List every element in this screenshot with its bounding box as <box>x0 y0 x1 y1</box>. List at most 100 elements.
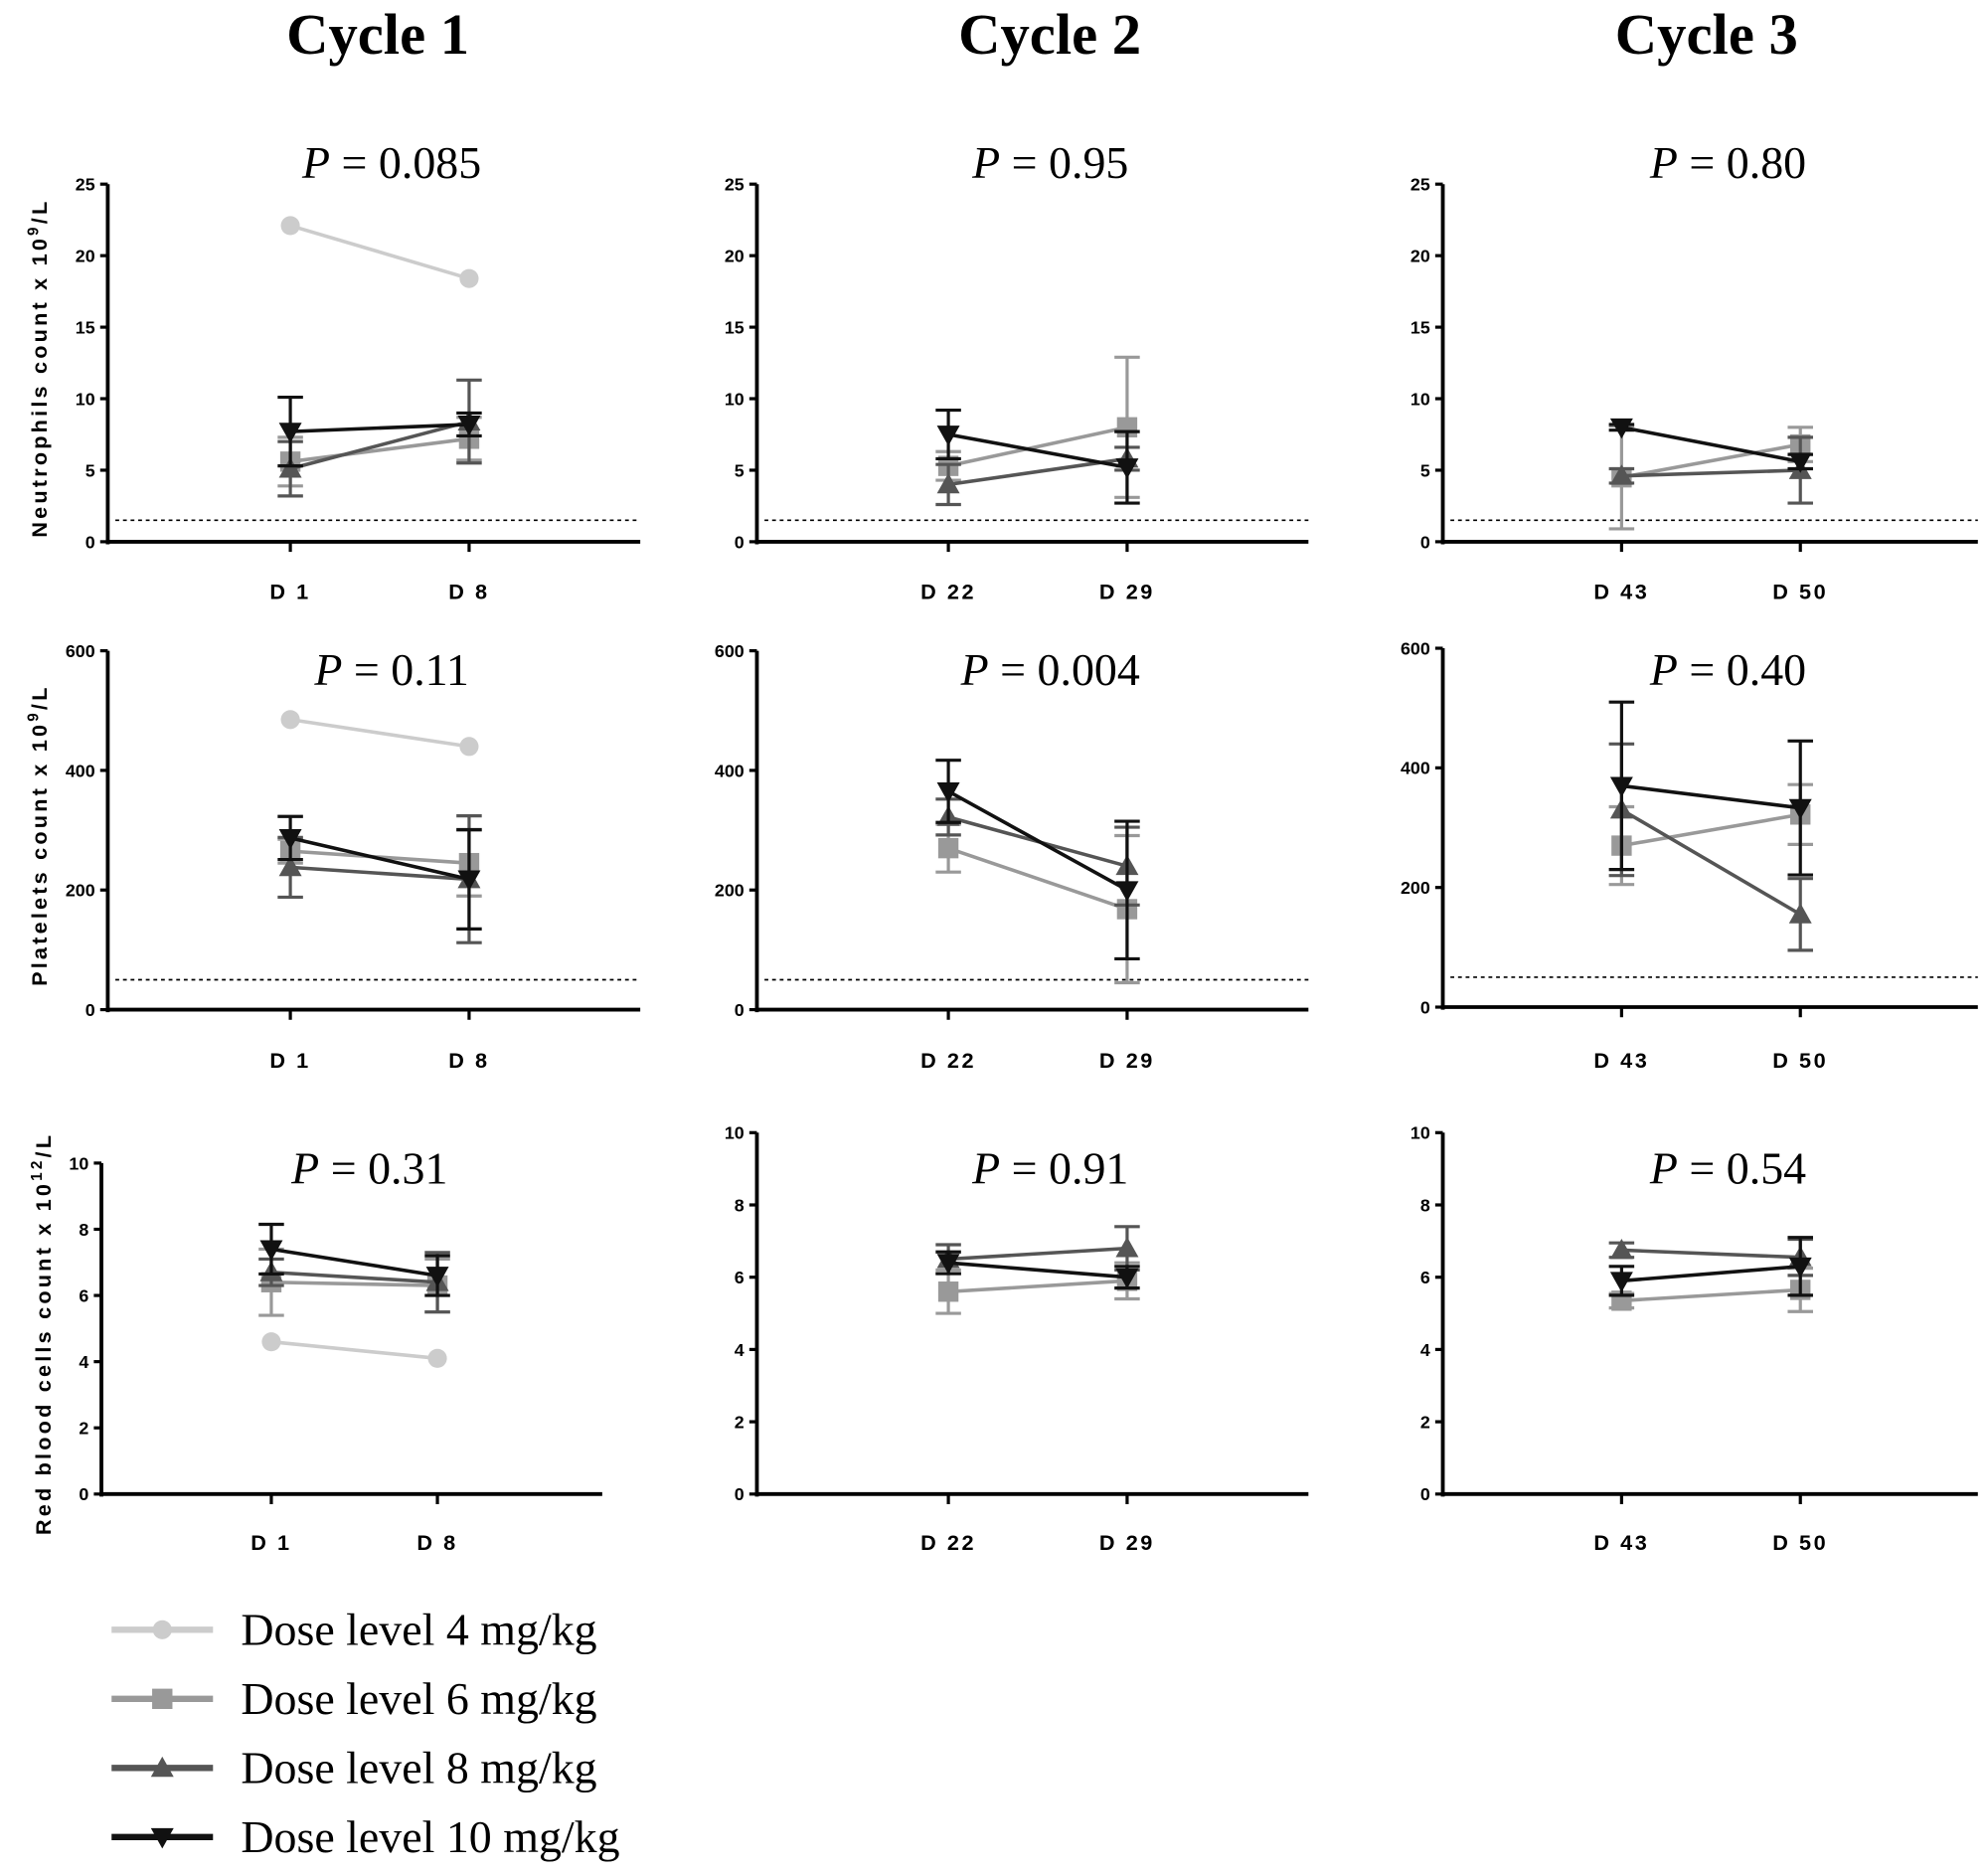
series-6mg <box>277 828 482 898</box>
panel-r3-c2: 0 2 4 6 8 10 D 22 D 29 P = 0.91 <box>725 1123 1309 1555</box>
x-tick-label: D 22 <box>920 1530 976 1555</box>
p-value-text: = 0.085 <box>330 137 481 188</box>
series-10mg <box>935 1250 1140 1290</box>
series-line <box>290 423 470 433</box>
p-value: P = 0.91 <box>971 1142 1128 1193</box>
p-label: P <box>960 644 989 695</box>
y-tick-label: 25 <box>1410 175 1430 195</box>
y-label-main: Neutrophils count x 10 <box>27 236 52 538</box>
legend-label: Dose level 8 mg/kg <box>241 1743 596 1793</box>
triangle-down-marker <box>259 1240 283 1261</box>
y-tick-label: 8 <box>1420 1195 1430 1215</box>
p-value-text: = 0.31 <box>319 1142 447 1193</box>
triangle-down-marker <box>1788 1257 1812 1279</box>
p-value: P = 0.004 <box>960 644 1140 695</box>
column-title-cycle-3: Cycle 3 <box>1615 2 1798 67</box>
y-tick-label: 0 <box>85 532 95 552</box>
y-tick-label: 200 <box>1401 878 1430 898</box>
series-line <box>947 846 1128 912</box>
series-10mg <box>258 1222 450 1297</box>
triangle-down-marker <box>457 870 481 891</box>
series-line <box>270 1279 438 1287</box>
series-line <box>289 836 470 882</box>
legend-label: Dose level 6 mg/kg <box>241 1673 596 1724</box>
y-tick-label: 0 <box>1420 997 1430 1017</box>
x-tick-label: D 22 <box>920 1048 976 1073</box>
y-tick-label: 4 <box>1420 1340 1430 1360</box>
y-label-unit: /L <box>27 684 52 710</box>
series-8mg <box>1608 742 1813 952</box>
series-8mg <box>935 797 1140 907</box>
x-tick-label: D 43 <box>1593 1530 1649 1555</box>
circle-marker <box>459 268 479 288</box>
p-label: P <box>1649 644 1678 695</box>
x-tick-label: D 22 <box>920 579 976 603</box>
p-value-text: = 0.40 <box>1678 644 1806 695</box>
y-tick-label: 15 <box>725 317 745 337</box>
x-tick-label: D 1 <box>269 1048 310 1073</box>
p-label: P <box>1649 1142 1678 1193</box>
x-tick-label: D 8 <box>416 1530 457 1555</box>
y-tick-label: 10 <box>1410 1123 1430 1143</box>
p-value-text: = 0.95 <box>1000 137 1128 188</box>
x-tick-label: D 43 <box>1593 1048 1649 1073</box>
square-marker <box>937 1281 959 1302</box>
legend: Dose level 4 mg/kg Dose level 6 mg/kg Dose… <box>111 1605 620 1862</box>
triangle-down-marker <box>936 426 960 446</box>
triangle-down-marker <box>1788 452 1812 473</box>
legend-entry: Dose level 10 mg/kg <box>111 1811 620 1862</box>
y-tick-label: 0 <box>1420 1484 1430 1504</box>
y-tick-label: 400 <box>1401 759 1430 778</box>
triangle-down-marker <box>1115 1268 1139 1289</box>
series-10mg <box>277 814 482 931</box>
triangle-down-marker <box>936 782 960 803</box>
p-label: P <box>313 644 342 695</box>
panel-r1-c2: 0 5 10 15 20 25 D 22 D 29 P = 0.95 <box>725 137 1309 603</box>
y-tick-label: 600 <box>1401 638 1430 658</box>
legend-entry: Dose level 6 mg/kg <box>111 1673 597 1724</box>
triangle-down-marker <box>936 1254 960 1275</box>
column-title-cycle-2: Cycle 2 <box>958 2 1141 67</box>
series-6mg <box>935 355 1140 499</box>
x-tick-label: D 50 <box>1772 1530 1828 1555</box>
x-tick-label: D 29 <box>1099 579 1155 603</box>
p-label: P <box>1649 137 1678 188</box>
y-tick-label: 0 <box>735 1000 745 1020</box>
series-line <box>289 436 470 464</box>
series-10mg <box>1608 700 1813 877</box>
y-tick-label: 4 <box>79 1352 88 1372</box>
series-6mg <box>1608 424 1813 531</box>
triangle-up-marker <box>278 457 302 478</box>
y-tick-label: 10 <box>725 1123 745 1143</box>
p-value-text: = 0.80 <box>1678 137 1806 188</box>
series-line <box>1621 1248 1801 1260</box>
y-tick-label: 10 <box>76 389 95 409</box>
series-10mg <box>935 759 1140 961</box>
triangle-down-marker <box>1115 458 1139 479</box>
series-line <box>1621 442 1801 479</box>
y-tick-label: 10 <box>1410 389 1430 409</box>
p-value: P = 0.11 <box>313 644 469 695</box>
y-tick-label: 0 <box>735 532 745 552</box>
panel-r2-c3: 0 200 400 600 D 43 D 50 P = 0.40 <box>1401 638 1978 1073</box>
y-tick-label: 10 <box>69 1153 88 1173</box>
series-line <box>289 718 470 749</box>
legend-entry: Dose level 4 mg/kg <box>111 1605 597 1655</box>
triangle-down-marker <box>1115 881 1139 902</box>
triangle-down-marker <box>150 1827 174 1849</box>
p-value: P = 0.80 <box>1649 137 1806 188</box>
y-tick-label: 2 <box>79 1419 88 1439</box>
triangle-down-marker <box>1609 1272 1633 1292</box>
circle-marker <box>459 737 479 757</box>
x-tick-label: D 1 <box>269 579 310 603</box>
y-label-unit: /L <box>31 1132 56 1158</box>
p-label: P <box>971 1142 1000 1193</box>
y-label-superscript: 12 <box>29 1157 46 1180</box>
series-line <box>947 789 1128 892</box>
p-value-text: = 0.91 <box>1000 1142 1128 1193</box>
series-6mg <box>1608 782 1813 887</box>
y-label-main: Platelets count x 10 <box>27 722 52 986</box>
y-tick-label: 25 <box>725 175 745 195</box>
y-tick-label: 6 <box>1420 1268 1430 1287</box>
